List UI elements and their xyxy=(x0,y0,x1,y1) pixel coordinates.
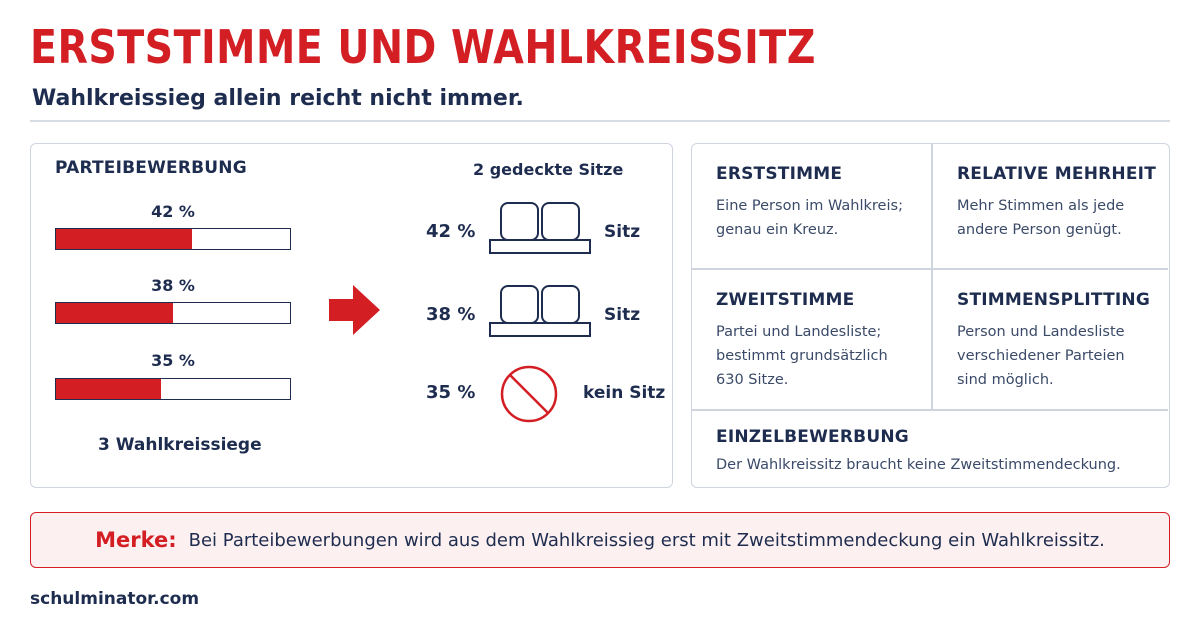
cell-text: Partei und Landesliste; bestimmt grundsä… xyxy=(716,324,888,388)
row-result: Sitz xyxy=(604,305,641,325)
bar-percent-label: 42 % xyxy=(151,202,195,221)
no-entry-icon xyxy=(500,365,558,423)
covered-seats-label: 2 gedeckte Sitze xyxy=(473,160,624,179)
row-result: Sitz xyxy=(604,222,641,242)
page-title: ERSTSTIMME UND WAHLKREISSITZ xyxy=(30,20,816,74)
glossary-cell-stimmensplitting: STIMMENSPLITTING Person und Landesliste … xyxy=(933,270,1169,409)
bar-percent-label: 38 % xyxy=(151,276,195,295)
header-divider xyxy=(30,120,1170,122)
seat-icon xyxy=(489,285,591,337)
vote-share-bar xyxy=(55,302,291,324)
section-label: PARTEIBEWERBUNG xyxy=(55,158,247,178)
note-label: Merke: xyxy=(95,528,177,552)
row-percent: 35 % xyxy=(426,382,476,403)
grid-divider xyxy=(692,409,1168,411)
cell-text: Mehr Stimmen als jede andere Person genü… xyxy=(957,198,1125,238)
vote-share-bar-fill xyxy=(56,303,173,323)
glossary-cell-relative-mehrheit: RELATIVE MEHRHEIT Mehr Stimmen als jede … xyxy=(933,144,1169,268)
cell-text: Person und Landesliste verschiedener Par… xyxy=(957,324,1125,388)
cell-text: Der Wahlkreissitz braucht keine Zweitsti… xyxy=(716,457,1121,473)
grid-divider xyxy=(931,144,933,409)
note-box: Merke: Bei Parteibewerbungen wird aus de… xyxy=(30,512,1170,568)
vote-share-bar xyxy=(55,228,291,250)
cell-title: EINZELBEWERBUNG xyxy=(716,427,909,447)
vote-share-bar xyxy=(55,378,291,400)
glossary-cell-erststimme: ERSTSTIMME Eine Person im Wahlkreis; gen… xyxy=(692,144,931,268)
vote-share-bar-fill xyxy=(56,379,162,399)
seat-icon xyxy=(489,202,591,254)
constituency-wins-label: 3 Wahlkreissiege xyxy=(98,435,262,455)
cell-text: Eine Person im Wahlkreis; genau ein Kreu… xyxy=(716,198,903,238)
glossary-cell-einzelbewerbung: EINZELBEWERBUNG Der Wahlkreissitz brauch… xyxy=(692,411,1169,487)
page-subtitle: Wahlkreissieg allein reicht nicht immer. xyxy=(32,86,524,111)
note-text: Bei Parteibewerbungen wird aus dem Wahlk… xyxy=(188,529,1105,551)
glossary-panel: ERSTSTIMME Eine Person im Wahlkreis; gen… xyxy=(691,143,1170,488)
row-percent: 38 % xyxy=(426,304,476,325)
row-percent: 42 % xyxy=(426,221,476,242)
vote-share-bar-fill xyxy=(56,229,192,249)
cell-title: RELATIVE MEHRHEIT xyxy=(957,164,1156,184)
bar-percent-label: 35 % xyxy=(151,351,195,370)
party-candidacy-panel: PARTEIBEWERBUNG 42 % 38 % 35 % 3 Wahlkre… xyxy=(30,143,673,488)
glossary-cell-zweitstimme: ZWEITSTIMME Partei und Landesliste; best… xyxy=(692,270,931,409)
cell-title: STIMMENSPLITTING xyxy=(957,290,1150,310)
row-result: kein Sitz xyxy=(583,383,666,403)
grid-divider xyxy=(692,268,1168,270)
arrow-right-icon xyxy=(329,285,380,335)
footer-site-name: schulminator.com xyxy=(30,589,200,609)
cell-title: ERSTSTIMME xyxy=(716,164,843,184)
cell-title: ZWEITSTIMME xyxy=(716,290,855,310)
